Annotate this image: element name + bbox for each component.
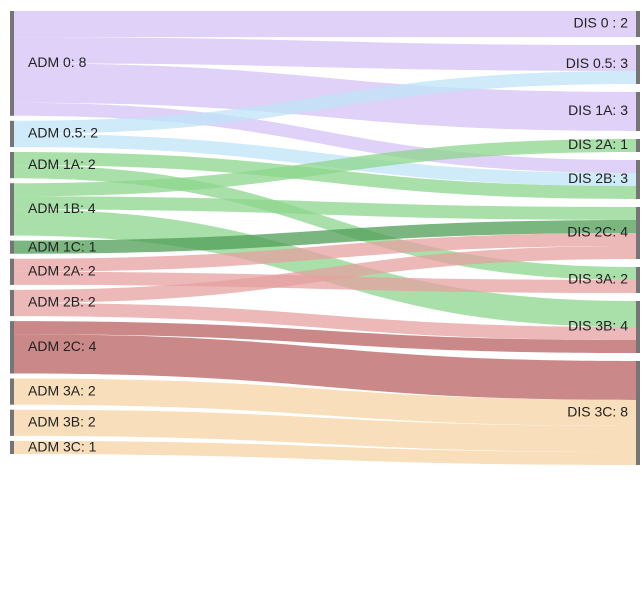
node-dis-2a[interactable] [636, 139, 640, 152]
link-adm-2c-to-dis-3b[interactable] [14, 321, 636, 353]
node-dis-3a[interactable] [636, 267, 640, 293]
label-adm-1c: ADM 1C: 1 [28, 238, 97, 254]
label-adm-0: ADM 0: 8 [28, 54, 87, 70]
label-adm-2c: ADM 2C: 4 [28, 338, 97, 354]
node-adm-3c[interactable] [10, 440, 14, 454]
node-adm-1a[interactable] [10, 152, 14, 179]
node-dis-3b[interactable] [636, 301, 640, 353]
node-dis-2b[interactable] [636, 160, 640, 199]
label-adm-3c: ADM 3C: 1 [28, 439, 97, 455]
node-adm-2a[interactable] [10, 258, 14, 285]
node-adm-1b[interactable] [10, 183, 14, 236]
node-dis-0[interactable] [636, 11, 640, 37]
label-adm-1b: ADM 1B: 4 [28, 200, 96, 216]
link-adm-0-5-to-dis-0-5[interactable] [14, 71, 636, 134]
node-adm-1c[interactable] [10, 240, 14, 254]
node-adm-0-5[interactable] [10, 120, 14, 147]
link-adm-0-to-dis-0[interactable] [14, 11, 636, 38]
node-adm-3a[interactable] [10, 378, 14, 405]
node-adm-2c[interactable] [10, 321, 14, 374]
link-adm-1b-to-dis-2c[interactable] [14, 196, 636, 220]
label-adm-0-5: ADM 0.5: 2 [28, 125, 98, 141]
label-dis-0: DIS 0 : 2 [574, 15, 629, 31]
link-adm-3c-to-dis-3c[interactable] [14, 440, 636, 465]
link-adm-0-5-to-dis-2b[interactable] [14, 133, 636, 186]
label-adm-2b: ADM 2B: 2 [28, 294, 96, 310]
link-adm-3a-to-dis-3c[interactable] [14, 378, 636, 427]
link-adm-2a-to-dis-3a[interactable] [14, 271, 636, 293]
node-dis-2c[interactable] [636, 207, 640, 259]
label-adm-2a: ADM 2A: 2 [28, 263, 96, 279]
link-adm-2b-to-dis-2c[interactable] [14, 246, 636, 303]
labels-layer: ADM 0: 8 ADM 0.5: 2 ADM 1A: 2 ADM 1B: 4 ADM … [28, 15, 628, 455]
node-adm-2b[interactable] [10, 289, 14, 317]
link-adm-1c-to-dis-2c[interactable] [14, 220, 636, 254]
link-adm-1a-to-dis-2b[interactable] [14, 152, 636, 199]
label-adm-3a: ADM 3A: 2 [28, 382, 96, 398]
label-dis-2c: DIS 2C: 4 [567, 224, 628, 240]
link-adm-2a-to-dis-2c[interactable] [14, 233, 636, 272]
link-adm-3b-to-dis-3c[interactable] [14, 409, 636, 452]
label-adm-3b: ADM 3B: 2 [28, 414, 96, 430]
node-adm-0[interactable] [10, 11, 14, 116]
label-dis-1a: DIS 1A: 3 [568, 102, 628, 118]
link-adm-1a-to-dis-3a[interactable] [14, 165, 636, 280]
label-dis-3a: DIS 3A: 2 [568, 271, 628, 287]
link-adm-2b-to-dis-3b[interactable] [14, 303, 636, 340]
node-dis-0-5[interactable] [636, 45, 640, 84]
links-layer [14, 11, 636, 465]
label-dis-3c: DIS 3C: 8 [567, 404, 628, 420]
node-dis-1a[interactable] [636, 92, 640, 131]
label-dis-0-5: DIS 0.5: 3 [566, 55, 628, 71]
nodes-layer [10, 11, 640, 465]
label-dis-2b: DIS 2B: 3 [568, 170, 628, 186]
label-dis-3b: DIS 3B: 4 [568, 318, 628, 334]
link-adm-1b-to-dis-2a[interactable] [14, 139, 636, 197]
link-adm-0-to-dis-0-5[interactable] [14, 37, 636, 71]
label-adm-1a: ADM 1A: 2 [28, 156, 96, 172]
link-adm-2c-to-dis-3c[interactable] [14, 334, 636, 400]
label-dis-2a: DIS 2A: 1 [568, 136, 628, 152]
node-dis-3c[interactable] [636, 361, 640, 465]
node-adm-3b[interactable] [10, 409, 14, 436]
